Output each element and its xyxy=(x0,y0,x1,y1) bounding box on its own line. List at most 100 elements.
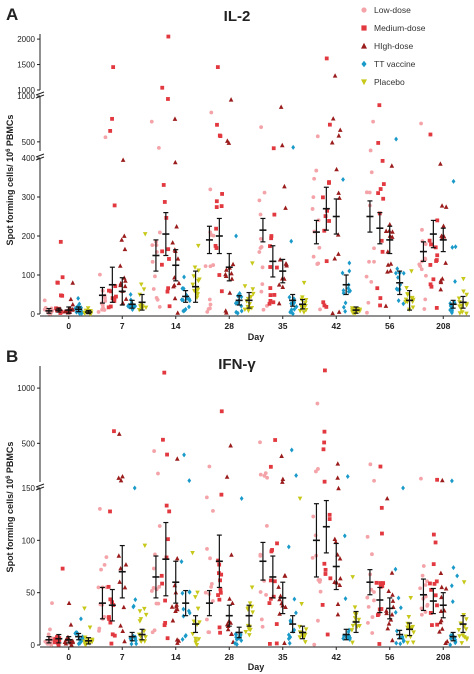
data-point xyxy=(434,579,439,584)
axis-break-mark xyxy=(35,156,45,161)
data-point xyxy=(131,604,136,610)
data-point xyxy=(418,586,423,591)
data-point xyxy=(214,199,219,204)
data-point xyxy=(166,247,171,252)
data-point xyxy=(174,602,179,607)
data-point xyxy=(311,254,316,259)
data-point xyxy=(118,623,123,628)
data-point xyxy=(179,297,184,303)
data-point xyxy=(289,309,294,315)
data-point xyxy=(176,280,182,286)
data-point xyxy=(294,304,299,310)
data-point xyxy=(112,299,117,303)
data-point xyxy=(214,226,219,231)
axis-break-mark xyxy=(35,91,45,96)
data-point xyxy=(89,637,95,643)
data-point xyxy=(187,478,192,484)
data-point xyxy=(372,259,376,264)
data-point xyxy=(439,584,445,590)
data-point xyxy=(277,257,283,262)
data-point xyxy=(274,265,279,270)
data-point xyxy=(268,244,272,249)
data-point xyxy=(417,262,422,267)
data-point xyxy=(269,234,274,238)
data-point xyxy=(355,307,361,312)
data-point xyxy=(97,628,101,633)
data-point xyxy=(176,638,182,643)
data-point xyxy=(152,449,157,453)
data-point xyxy=(443,586,449,591)
data-point xyxy=(322,479,327,484)
data-point xyxy=(242,307,248,312)
data-point xyxy=(278,593,283,598)
data-point xyxy=(141,629,147,634)
data-point xyxy=(451,178,456,184)
data-point xyxy=(464,617,469,622)
data-point xyxy=(164,555,169,560)
data-point xyxy=(208,302,213,307)
data-point xyxy=(62,639,68,645)
x-tick-label: 28 xyxy=(225,321,235,331)
data-point xyxy=(282,183,287,189)
data-point xyxy=(104,555,109,560)
data-point xyxy=(389,163,395,168)
data-point xyxy=(410,640,416,645)
data-point xyxy=(311,195,316,200)
data-point xyxy=(268,286,273,290)
data-points xyxy=(43,368,470,648)
data-point xyxy=(429,242,433,247)
data-point xyxy=(166,286,171,291)
data-point xyxy=(205,617,209,622)
data-point xyxy=(438,570,444,576)
data-point xyxy=(224,474,230,479)
data-point xyxy=(409,296,415,302)
data-point xyxy=(193,639,199,644)
y-tick-label: 100 xyxy=(22,536,36,545)
data-point xyxy=(265,475,270,480)
data-point xyxy=(347,268,352,274)
data-point xyxy=(439,626,445,631)
data-point xyxy=(366,620,370,625)
y-tick-label: 50 xyxy=(26,589,35,598)
data-point xyxy=(142,232,148,237)
data-point xyxy=(286,632,291,638)
data-point xyxy=(311,514,316,519)
data-point xyxy=(229,276,235,281)
data-point xyxy=(257,250,262,254)
data-point xyxy=(205,309,210,314)
data-point xyxy=(429,284,434,289)
data-point xyxy=(286,544,291,550)
data-point xyxy=(268,596,273,601)
data-point xyxy=(335,611,341,617)
data-point xyxy=(138,282,144,287)
data-point xyxy=(276,584,281,589)
data-point xyxy=(337,127,343,132)
data-point xyxy=(250,291,256,297)
data-point xyxy=(448,307,453,313)
data-point xyxy=(324,304,329,309)
legend-item: Placebo xyxy=(361,77,405,87)
data-point xyxy=(183,633,188,639)
data-point xyxy=(280,284,286,289)
data-point xyxy=(428,611,433,615)
legend-marker xyxy=(361,25,367,31)
data-point xyxy=(428,263,433,267)
data-point xyxy=(229,271,234,276)
data-point xyxy=(332,256,338,261)
legend-marker xyxy=(361,79,367,86)
y-axis-label-sup: 6 xyxy=(6,148,12,152)
data-point xyxy=(123,278,128,283)
legend-item: TT vaccine xyxy=(361,59,416,69)
data-point xyxy=(459,641,465,646)
legend-item: Low-dose xyxy=(361,5,411,15)
data-point xyxy=(181,606,186,612)
data-point xyxy=(378,296,383,300)
data-point xyxy=(297,635,303,640)
data-point xyxy=(96,585,101,590)
data-point xyxy=(197,620,202,625)
y-tick-label: 400 xyxy=(22,154,36,163)
data-point xyxy=(117,263,123,268)
data-point xyxy=(180,590,185,596)
data-point xyxy=(271,594,276,599)
data-point xyxy=(444,638,450,644)
